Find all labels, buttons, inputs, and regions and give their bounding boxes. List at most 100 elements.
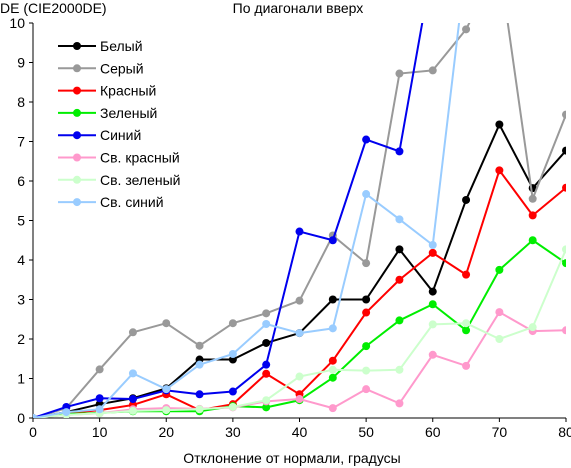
data-point (395, 275, 404, 284)
legend-item: Св. синий (58, 194, 164, 210)
data-point (195, 405, 204, 414)
x-tick-label: 70 (492, 424, 508, 440)
data-point (562, 110, 566, 119)
data-point (295, 329, 304, 338)
y-tick-label: 3 (17, 292, 25, 308)
legend-item: Белый (58, 38, 143, 54)
data-point (395, 147, 404, 156)
x-tick-label: 40 (292, 424, 308, 440)
data-point (528, 194, 537, 203)
data-point (495, 335, 504, 343)
data-point (262, 403, 271, 412)
data-point (428, 248, 437, 257)
legend-swatch-marker (73, 64, 81, 73)
y-tick-label: 4 (17, 252, 25, 268)
data-point (395, 215, 404, 224)
data-point (428, 300, 437, 309)
data-point (562, 183, 566, 192)
data-point (395, 399, 404, 408)
series-7 (33, 245, 566, 418)
data-point (562, 146, 566, 155)
series-layer (33, 23, 566, 418)
data-point (128, 369, 137, 378)
legend-label: Красный (100, 83, 156, 99)
data-point (195, 341, 204, 350)
y-tick-label: 5 (17, 213, 25, 229)
data-point (362, 385, 371, 394)
data-point (495, 120, 504, 129)
data-point (328, 324, 337, 333)
data-point (428, 66, 437, 75)
data-point (462, 361, 471, 370)
x-axis-label: Отклонение от нормали, градусы (183, 450, 400, 466)
data-point (362, 190, 371, 199)
y-tick-label: 2 (17, 331, 25, 347)
axes: 0 1 2 3 4 5 6 7 8 9 10 0 10 20 30 40 50 60 70 80 (9, 15, 571, 440)
data-point (362, 135, 371, 144)
y-tick-label: 9 (17, 55, 25, 71)
data-point (362, 308, 371, 317)
data-point (328, 404, 337, 413)
data-point (262, 309, 271, 318)
y-tick-label: 0 (17, 410, 25, 426)
y-axis-label: DE (CIE2000DE) (0, 0, 107, 16)
series-6 (33, 308, 566, 418)
data-point (228, 350, 237, 359)
data-point (328, 295, 337, 304)
legend-item: Синий (58, 127, 141, 143)
data-point (128, 395, 137, 404)
data-point (128, 406, 137, 415)
legend-swatch-marker (73, 86, 81, 95)
data-point (395, 245, 404, 254)
chart-title: По диагонали вверх (233, 0, 364, 16)
data-point (562, 326, 566, 335)
x-tick-label: 30 (225, 424, 241, 440)
legend-swatch-marker (73, 153, 81, 162)
data-point (462, 319, 471, 328)
legend-label: Св. синий (100, 194, 164, 210)
data-point (195, 390, 204, 399)
data-point (228, 387, 237, 396)
legend-label: Белый (100, 38, 143, 54)
legend-item: Серый (58, 60, 144, 76)
data-point (128, 328, 137, 337)
data-point (462, 25, 471, 34)
data-point (428, 320, 437, 329)
data-point (162, 385, 171, 394)
data-point (228, 319, 237, 328)
data-point (362, 342, 371, 351)
data-point (228, 355, 237, 364)
data-point (228, 402, 237, 411)
legend-item: Св. зеленый (58, 172, 180, 188)
legend-label: Синий (100, 127, 141, 143)
data-point (395, 365, 404, 374)
data-point (328, 373, 337, 382)
legend-label: Зеленый (100, 105, 157, 121)
data-point (328, 365, 337, 374)
data-point (262, 319, 271, 328)
data-point (462, 195, 471, 204)
data-point (295, 296, 304, 305)
x-tick-label: 80 (558, 424, 571, 440)
x-tick-label: 50 (358, 424, 374, 440)
data-point (162, 406, 171, 415)
legend-item: Зеленый (58, 105, 157, 121)
series-line (33, 23, 461, 418)
y-tick-label: 6 (17, 173, 25, 189)
data-point (95, 394, 104, 403)
data-point (95, 405, 104, 414)
legend-swatch-marker (73, 108, 81, 117)
data-point (428, 287, 437, 296)
data-point (262, 369, 271, 378)
data-point (528, 323, 537, 332)
x-tick-label: 60 (425, 424, 441, 440)
data-point (328, 236, 337, 245)
data-point (162, 319, 171, 328)
legend-label: Серый (100, 60, 144, 76)
legend-swatch-marker (73, 175, 81, 184)
y-tick-label: 8 (17, 94, 25, 110)
data-point (295, 395, 304, 404)
data-point (562, 245, 566, 254)
